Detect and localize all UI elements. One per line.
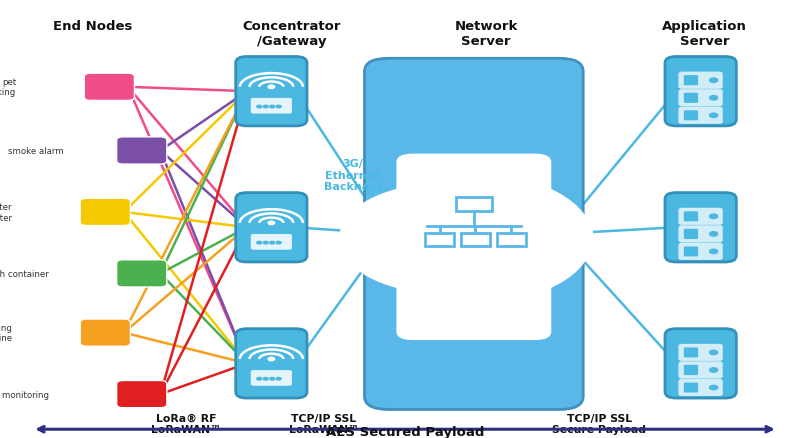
Circle shape [356, 175, 592, 303]
FancyBboxPatch shape [80, 319, 130, 346]
Circle shape [340, 185, 539, 293]
FancyBboxPatch shape [251, 371, 292, 385]
Circle shape [710, 96, 718, 101]
Circle shape [276, 242, 281, 244]
FancyBboxPatch shape [497, 234, 526, 246]
Circle shape [263, 106, 268, 109]
Text: Network
Server: Network Server [454, 20, 518, 48]
FancyBboxPatch shape [684, 212, 698, 222]
Circle shape [710, 250, 718, 254]
FancyBboxPatch shape [84, 74, 134, 101]
Circle shape [710, 350, 718, 355]
FancyBboxPatch shape [679, 73, 723, 89]
Text: trash container: trash container [0, 269, 49, 278]
FancyBboxPatch shape [236, 329, 307, 398]
Circle shape [257, 242, 262, 244]
Text: vending
machine: vending machine [0, 323, 12, 343]
Circle shape [268, 222, 275, 225]
FancyBboxPatch shape [364, 59, 583, 410]
FancyBboxPatch shape [684, 76, 698, 86]
Circle shape [710, 368, 718, 372]
Circle shape [268, 357, 275, 361]
Circle shape [270, 242, 275, 244]
FancyBboxPatch shape [236, 57, 307, 127]
Text: pet
tracking: pet tracking [0, 78, 16, 97]
Circle shape [263, 242, 268, 244]
Circle shape [276, 106, 281, 109]
Circle shape [710, 232, 718, 237]
FancyBboxPatch shape [684, 347, 698, 358]
FancyBboxPatch shape [456, 197, 492, 211]
FancyBboxPatch shape [665, 193, 736, 262]
FancyBboxPatch shape [236, 193, 307, 262]
FancyBboxPatch shape [679, 344, 723, 361]
FancyBboxPatch shape [679, 244, 723, 260]
FancyBboxPatch shape [684, 93, 698, 104]
FancyBboxPatch shape [251, 235, 292, 250]
Text: End Nodes: End Nodes [53, 20, 133, 33]
Text: smoke alarm: smoke alarm [7, 147, 63, 155]
Text: AES Secured Payload: AES Secured Payload [326, 425, 484, 438]
Text: Concentrator
/Gateway: Concentrator /Gateway [242, 20, 341, 48]
FancyBboxPatch shape [684, 111, 698, 121]
Text: LoRa® RF
LoRaWAN™: LoRa® RF LoRaWAN™ [151, 413, 221, 434]
FancyBboxPatch shape [679, 379, 723, 396]
FancyBboxPatch shape [684, 365, 698, 375]
FancyBboxPatch shape [684, 382, 698, 393]
FancyBboxPatch shape [461, 234, 490, 246]
Circle shape [710, 114, 718, 118]
Circle shape [710, 215, 718, 219]
FancyBboxPatch shape [117, 138, 167, 165]
FancyBboxPatch shape [684, 247, 698, 257]
Text: gas monitoring: gas monitoring [0, 390, 49, 399]
FancyBboxPatch shape [117, 260, 167, 287]
Circle shape [257, 106, 262, 109]
Circle shape [268, 86, 275, 89]
Circle shape [263, 378, 268, 380]
FancyBboxPatch shape [679, 108, 723, 124]
FancyBboxPatch shape [679, 362, 723, 378]
Circle shape [419, 192, 593, 286]
Text: TCP/IP SSL
LoRaWAN™: TCP/IP SSL LoRaWAN™ [289, 413, 359, 434]
FancyBboxPatch shape [665, 329, 736, 398]
FancyBboxPatch shape [679, 90, 723, 107]
Circle shape [710, 385, 718, 390]
Circle shape [270, 378, 275, 380]
Circle shape [710, 79, 718, 83]
Text: 3G/
Ethernet
Backhaul: 3G/ Ethernet Backhaul [324, 159, 381, 192]
Text: water
meter: water meter [0, 203, 12, 222]
Text: Application
Server: Application Server [663, 20, 747, 48]
FancyBboxPatch shape [117, 381, 167, 408]
FancyBboxPatch shape [684, 229, 698, 240]
FancyBboxPatch shape [396, 154, 552, 340]
Circle shape [276, 378, 281, 380]
Circle shape [257, 378, 262, 380]
Text: TCP/IP SSL
Secure Payload: TCP/IP SSL Secure Payload [552, 413, 646, 434]
FancyBboxPatch shape [425, 234, 454, 246]
Circle shape [270, 106, 275, 109]
FancyBboxPatch shape [679, 226, 723, 243]
FancyBboxPatch shape [679, 208, 723, 225]
FancyBboxPatch shape [251, 99, 292, 114]
FancyBboxPatch shape [665, 57, 736, 127]
FancyBboxPatch shape [80, 199, 130, 226]
